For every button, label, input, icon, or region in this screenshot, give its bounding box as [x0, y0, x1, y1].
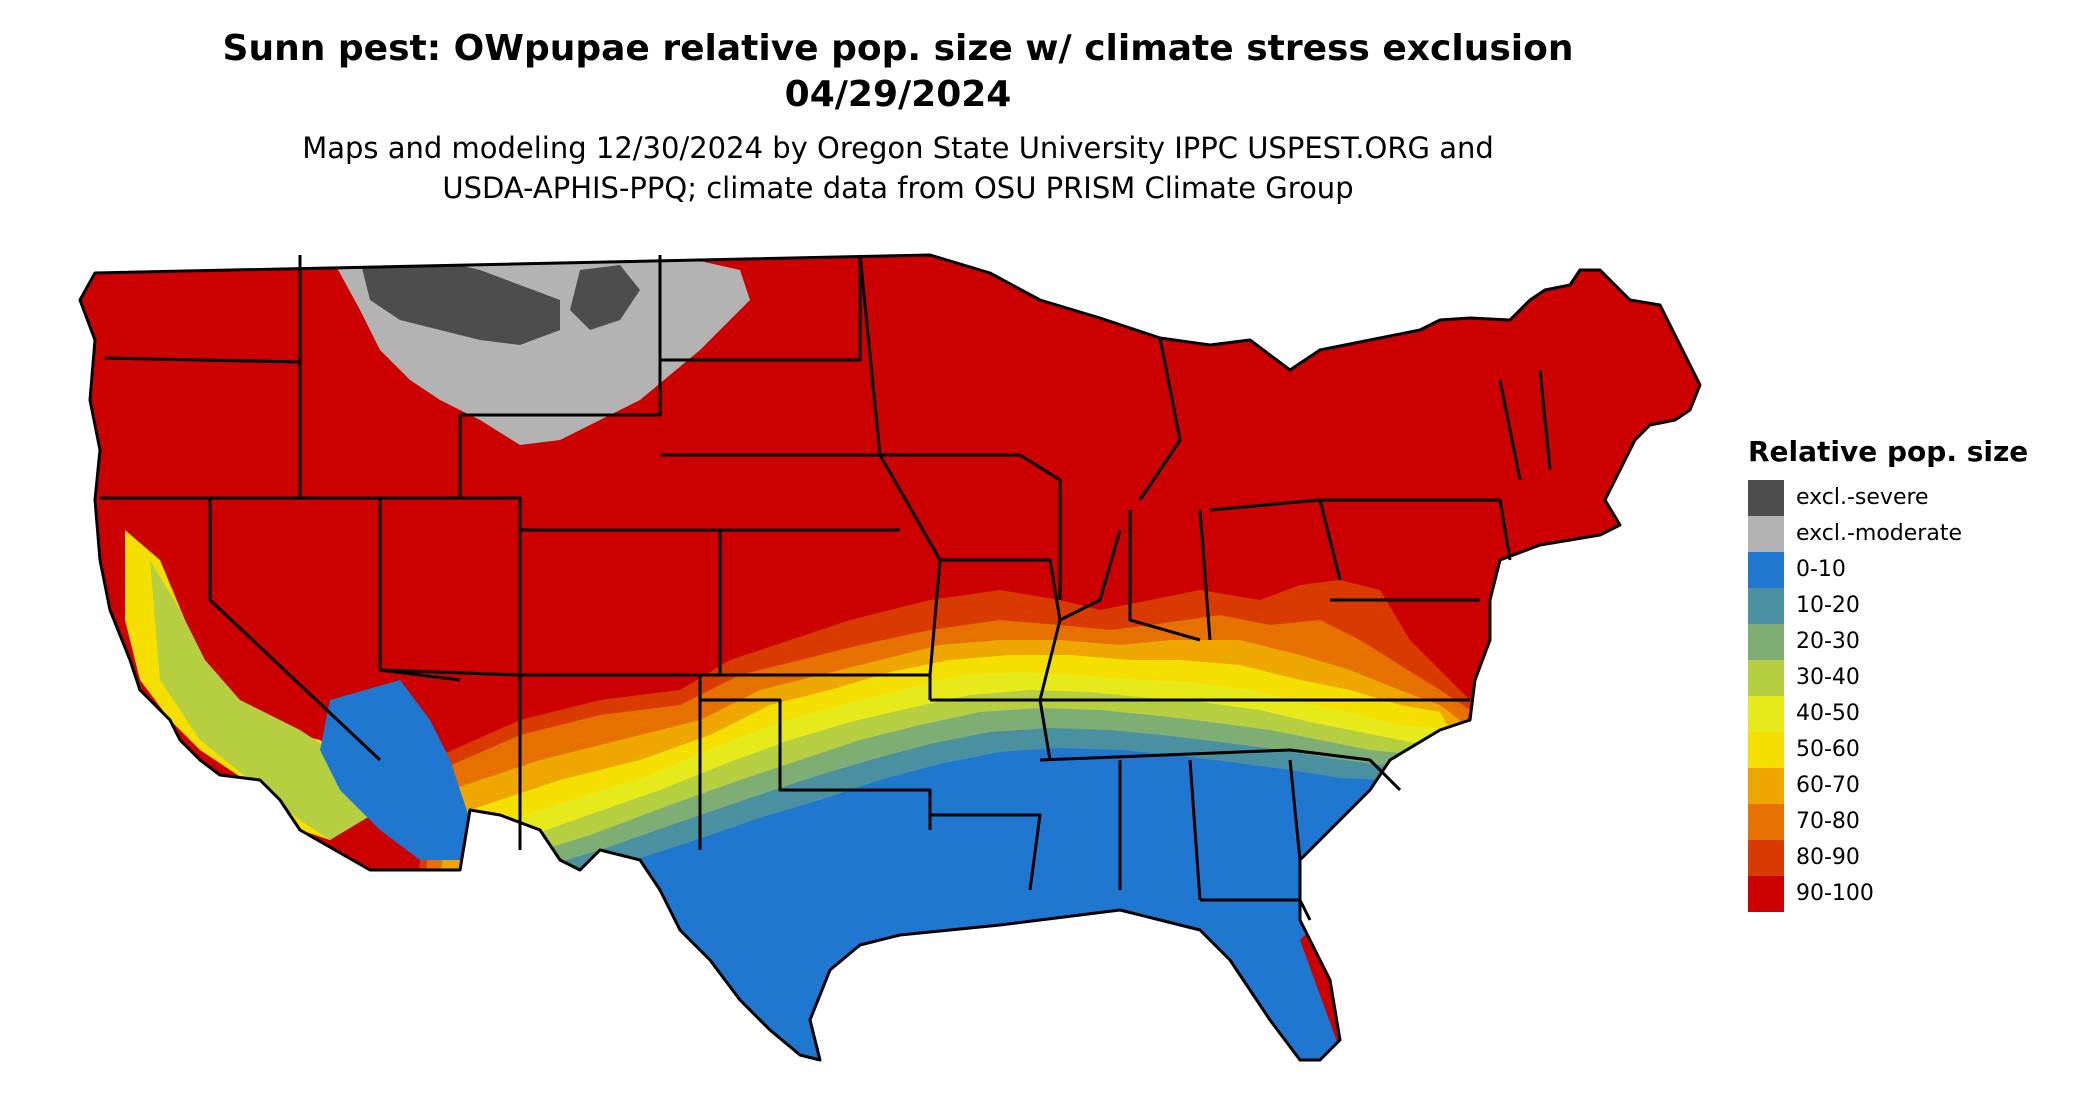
- legend-label: 0-10: [1796, 557, 1846, 582]
- map-title-date: 04/29/2024: [784, 74, 1012, 115]
- map-subtitle: Maps and modeling 12/30/2024 by Oregon S…: [0, 128, 1796, 208]
- legend-label: excl.-severe: [1796, 485, 1929, 510]
- border-ia-mo: [940, 558, 1062, 621]
- border-nv-ut: [300, 496, 461, 682]
- legend-title: Relative pop. size: [1748, 435, 2029, 468]
- border-nh-me: [1538, 369, 1552, 471]
- legend-swatch: [1748, 804, 1784, 840]
- map-subtitle-line2: USDA-APHIS-PPQ; climate data from OSU PR…: [442, 171, 1354, 205]
- border-ga-fl: [1200, 898, 1312, 921]
- us-outline: [78, 253, 1702, 1062]
- state-borders: [78, 253, 1702, 1062]
- border-il-mo: [1038, 529, 1122, 701]
- border-al-ga: [1188, 759, 1202, 901]
- legend-swatch: [1748, 660, 1784, 696]
- us-map-svg: [78, 253, 1702, 1062]
- legend-label: 40-50: [1796, 701, 1860, 726]
- border-tn-south: [1039, 748, 1291, 762]
- legend-label: excl.-moderate: [1796, 521, 1962, 546]
- map-title: Sunn pest: OWpupae relative pop. size w/…: [0, 26, 1796, 118]
- border-pa-ny: [1320, 498, 1512, 561]
- legend-label: 70-80: [1796, 809, 1860, 834]
- legend-swatch: [1748, 768, 1784, 804]
- zone-excl-severe-montana-2: [570, 265, 640, 330]
- us-map: [60, 235, 1720, 1115]
- legend-swatch: [1748, 696, 1784, 732]
- border-ok-tx: [700, 698, 932, 830]
- legend-label: 50-60: [1796, 737, 1860, 762]
- legend-swatch: [1748, 840, 1784, 876]
- zone-0-10-arizona: [320, 680, 470, 860]
- border-in: [1128, 510, 1201, 642]
- legend-swatch: [1748, 588, 1784, 624]
- border-nd-sd: [660, 255, 862, 362]
- legend-swatch: [1748, 516, 1784, 552]
- zone-excl-severe-montana-1: [360, 258, 560, 345]
- zone-30-40-california: [150, 560, 380, 840]
- border-nm-az: [379, 668, 702, 850]
- legend-label: 90-100: [1796, 881, 1874, 906]
- legend-swatch: [1748, 876, 1784, 912]
- border-ut-co: [380, 496, 522, 675]
- legend-label: 10-20: [1796, 593, 1860, 618]
- legend-swatch: [1748, 732, 1784, 768]
- legend-swatch: [1748, 480, 1784, 516]
- border-in-oh: [1198, 509, 1212, 641]
- map-subtitle-line1: Maps and modeling 12/30/2024 by Oregon S…: [302, 131, 1494, 165]
- legend-swatch: [1748, 624, 1784, 660]
- legend-label: 60-70: [1796, 773, 1860, 798]
- map-title-line1: Sunn pest: OWpupae relative pop. size w/…: [222, 28, 1574, 69]
- border-mi: [1138, 337, 1182, 501]
- legend-label: 80-90: [1796, 845, 1860, 870]
- border-wi-il: [1019, 453, 1062, 600]
- border-ga-sc: [1288, 759, 1302, 861]
- legend-label: 30-40: [1796, 665, 1860, 690]
- border-ca-nv: [208, 498, 382, 762]
- border-nc-sc: [1289, 748, 1402, 792]
- border-wy: [460, 255, 662, 417]
- border-vt-nh: [1498, 379, 1522, 481]
- population-raster: [80, 255, 1700, 1060]
- legend-label: 20-30: [1796, 629, 1860, 654]
- border-ar-la: [930, 813, 1042, 891]
- legend: Relative pop. size excl.-severe excl.-mod…: [1748, 432, 2029, 912]
- border-mn-ia: [858, 254, 942, 676]
- legend-swatch: [1748, 552, 1784, 588]
